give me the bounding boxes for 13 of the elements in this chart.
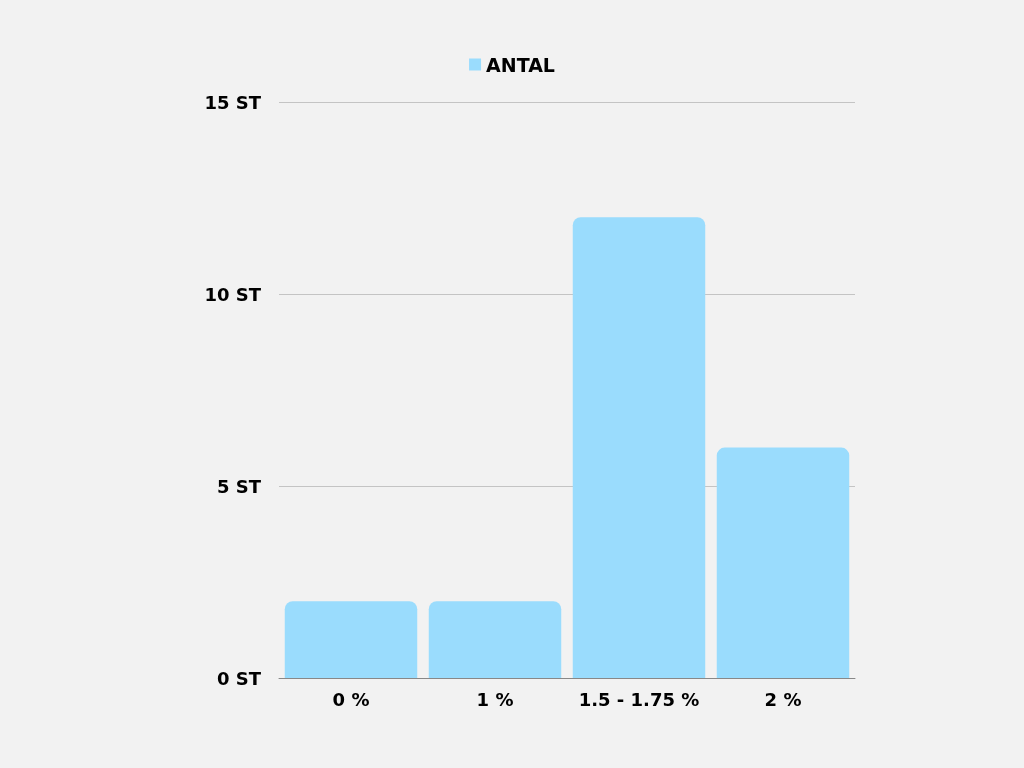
bar: [428, 601, 562, 678]
x-tick-label: 2 %: [764, 688, 802, 710]
bar: [572, 217, 706, 678]
x-tick-label: 0 %: [332, 688, 370, 710]
y-tick-label: 10 ST: [204, 283, 262, 305]
bar: [284, 601, 418, 678]
x-tick-label: 1.5 - 1.75 %: [578, 688, 700, 710]
y-tick-label: 15 ST: [204, 91, 262, 113]
legend-label: ANTAL: [486, 53, 555, 76]
y-tick-label: 5 ST: [216, 475, 262, 497]
y-tick-label: 0 ST: [216, 667, 262, 689]
x-tick-label: 1 %: [476, 688, 514, 710]
bar: [716, 447, 850, 678]
